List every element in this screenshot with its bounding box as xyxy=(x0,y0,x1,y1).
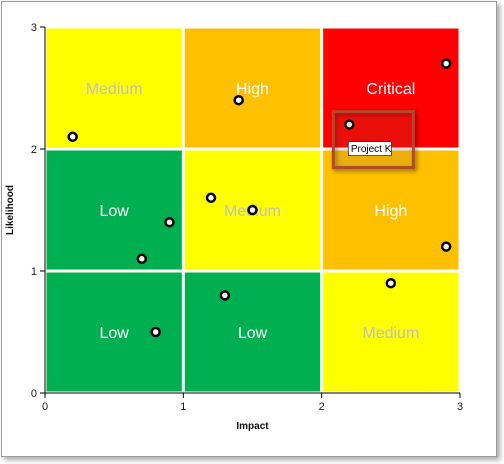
y-tick-label: 3 xyxy=(31,22,37,34)
zone-cell xyxy=(323,150,459,270)
data-point xyxy=(440,241,452,252)
highlight-layer: Project K xyxy=(331,110,415,170)
data-point xyxy=(344,119,355,130)
y-tick-label: 0 xyxy=(31,388,37,400)
points-layer xyxy=(67,58,452,338)
zone-label: Low xyxy=(99,325,129,342)
zone-cell xyxy=(46,150,182,270)
zone-cell xyxy=(323,272,459,392)
x-tick-label: 1 xyxy=(180,401,186,413)
zone-label: Medium xyxy=(86,81,143,98)
data-point xyxy=(67,131,78,143)
zone-label: Medium xyxy=(362,325,419,342)
zone-cell xyxy=(184,28,321,148)
tooltip-text: Project K xyxy=(351,144,392,155)
data-point xyxy=(164,216,175,228)
zone-label: High xyxy=(374,203,407,220)
ticks-layer: 0 1 2 3 0 1 2 3 xyxy=(31,22,463,413)
data-point xyxy=(233,94,244,106)
data-point xyxy=(440,58,452,69)
x-tick-label: 2 xyxy=(319,401,325,413)
zone-cell xyxy=(46,28,182,148)
data-point xyxy=(385,277,397,289)
axes-layer xyxy=(44,27,460,394)
hover-highlight-box xyxy=(331,110,415,170)
x-axis-title: Impact xyxy=(236,421,269,432)
y-tick-label: 2 xyxy=(31,144,37,156)
zone-label: Critical xyxy=(366,81,415,98)
x-tick-label: 3 xyxy=(457,401,463,413)
zone-label: Low xyxy=(238,325,268,342)
data-point xyxy=(205,192,217,204)
y-axis-title: Likelihood xyxy=(5,185,16,235)
zone-label: Low xyxy=(99,203,129,220)
x-tick-label: 0 xyxy=(42,401,48,413)
data-point xyxy=(150,326,161,338)
data-point xyxy=(219,290,231,301)
data-point xyxy=(247,204,258,216)
y-tick-label: 1 xyxy=(31,266,37,278)
data-point xyxy=(136,253,148,265)
zone-label: High xyxy=(236,81,269,98)
zone-cell xyxy=(184,272,321,392)
tooltip-box xyxy=(347,141,392,157)
